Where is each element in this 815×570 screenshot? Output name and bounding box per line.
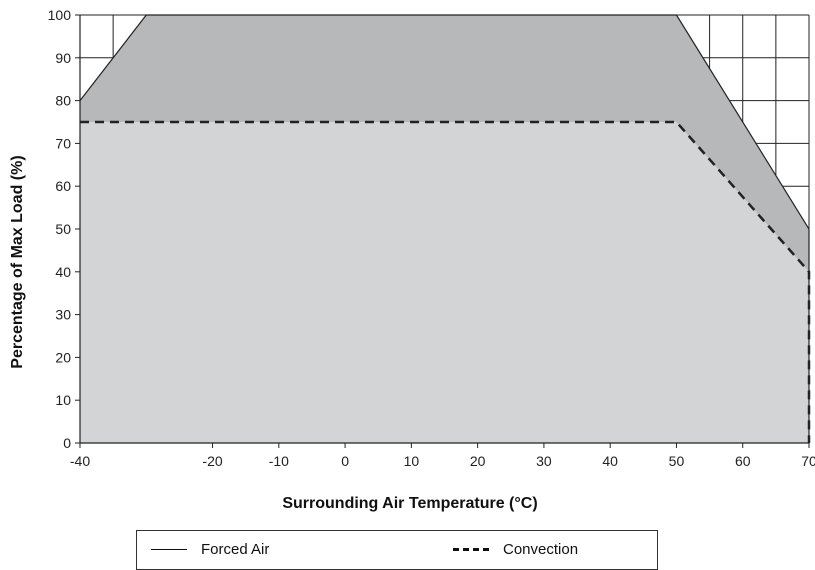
x-tick-label: 10 bbox=[404, 453, 420, 469]
x-tick-label: 30 bbox=[536, 453, 552, 469]
y-tick-label: 0 bbox=[63, 435, 71, 451]
area-fills bbox=[80, 15, 809, 443]
y-tick-label: 70 bbox=[55, 135, 71, 151]
series-line-forced-air bbox=[79, 14, 810, 443]
x-tick-label: 40 bbox=[602, 453, 618, 469]
tick-labels: 0 10 20 30 40 50 60 70 80 90 100 -40 -20 -10 0 10 20 30 40… bbox=[48, 7, 815, 469]
x-axis-label: Surrounding Air Temperature (°C) bbox=[282, 495, 537, 512]
y-axis-label: Percentage of Max Load (%) bbox=[9, 155, 26, 368]
x-tick-label: -40 bbox=[70, 453, 90, 469]
y-tick-label: 100 bbox=[48, 7, 72, 23]
y-tick-label: 60 bbox=[55, 178, 71, 194]
legend: Forced Air Convection bbox=[136, 530, 658, 570]
x-tick-label: -20 bbox=[202, 453, 222, 469]
legend-item-convection: Convection bbox=[453, 539, 578, 559]
x-tick-label: 0 bbox=[341, 453, 349, 469]
y-tick-label: 80 bbox=[55, 93, 71, 109]
legend-item-forced-air: Forced Air bbox=[151, 539, 269, 559]
y-tick-label: 20 bbox=[55, 349, 71, 365]
y-tick-label: 50 bbox=[55, 221, 71, 237]
legend-label-forced-air: Forced Air bbox=[201, 540, 270, 558]
x-tick-label: -10 bbox=[269, 453, 289, 469]
x-tick-label: 20 bbox=[470, 453, 486, 469]
x-tick-label: 50 bbox=[669, 453, 685, 469]
area-fill-convection bbox=[80, 122, 809, 443]
legend-label-convection: Convection bbox=[503, 540, 579, 558]
series-line-convection bbox=[80, 120, 811, 443]
series-lines bbox=[79, 14, 811, 443]
x-tick-label: 70 bbox=[801, 453, 815, 469]
y-tick-label: 10 bbox=[55, 392, 71, 408]
axes bbox=[75, 14, 810, 448]
y-tick-label: 40 bbox=[55, 264, 71, 280]
x-tick-label: 60 bbox=[735, 453, 751, 469]
y-tick-label: 90 bbox=[55, 50, 71, 66]
legend-swatch-dashed bbox=[453, 547, 489, 551]
legend-swatch-solid bbox=[151, 548, 187, 550]
y-tick-label: 30 bbox=[55, 307, 71, 323]
